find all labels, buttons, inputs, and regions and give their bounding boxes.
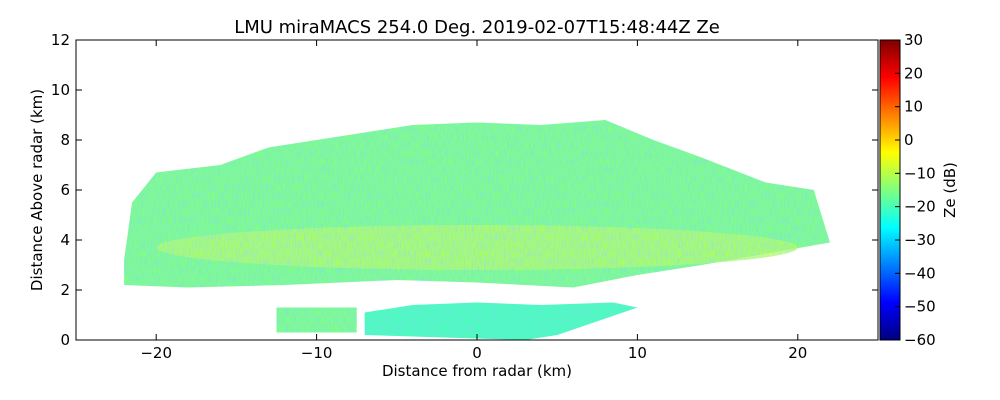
- y-tick-label: 4: [60, 231, 70, 249]
- x-axis: −20 −10 0 10 20: [140, 40, 807, 362]
- colorbar-tick-label: −50: [904, 298, 936, 316]
- colorbar-tick-label: 10: [904, 98, 923, 116]
- colorbar-tick-label: 20: [904, 64, 923, 82]
- echo-region-low-echo-center: [364, 302, 638, 340]
- x-axis-label: Distance from radar (km): [382, 362, 572, 380]
- colorbar: −60 −50 −40 −30 −20 −10 0 10 20 30 Ze (dB): [879, 31, 959, 349]
- x-tick-label: −20: [140, 344, 172, 362]
- y-tick-label: 12: [51, 31, 70, 49]
- plot-area: [76, 40, 878, 340]
- colorbar-tick-label: −60: [904, 331, 936, 349]
- colorbar-tick-label: 30: [904, 31, 923, 49]
- x-tick-label: −10: [301, 344, 333, 362]
- echo-region-low-echo-left: [276, 307, 357, 333]
- colorbar-tick-label: −40: [904, 264, 936, 282]
- colorbar-label: Ze (dB): [941, 162, 959, 218]
- colorbar-tick-label: −30: [904, 231, 936, 249]
- colorbar-tick-label: 0: [904, 131, 914, 149]
- x-tick-label: 10: [628, 344, 647, 362]
- colorbar-gradient: [879, 39, 901, 341]
- echo-core-main-cloud-layer: [156, 225, 798, 270]
- y-axis: 0 2 4 6 8 10 12: [51, 31, 878, 349]
- y-axis-label: Distance Above radar (km): [28, 89, 46, 291]
- y-tick-label: 8: [60, 131, 70, 149]
- x-tick-label: 20: [788, 344, 807, 362]
- y-tick-label: 2: [60, 281, 70, 299]
- y-tick-label: 10: [51, 81, 70, 99]
- chart-title: LMU miraMACS 254.0 Deg. 2019-02-07T15:48…: [234, 17, 720, 38]
- x-tick-label: 0: [472, 344, 482, 362]
- colorbar-tick-label: −20: [904, 198, 936, 216]
- colorbar-tick-label: −10: [904, 164, 936, 182]
- y-tick-label: 0: [60, 331, 70, 349]
- y-tick-label: 6: [60, 181, 70, 199]
